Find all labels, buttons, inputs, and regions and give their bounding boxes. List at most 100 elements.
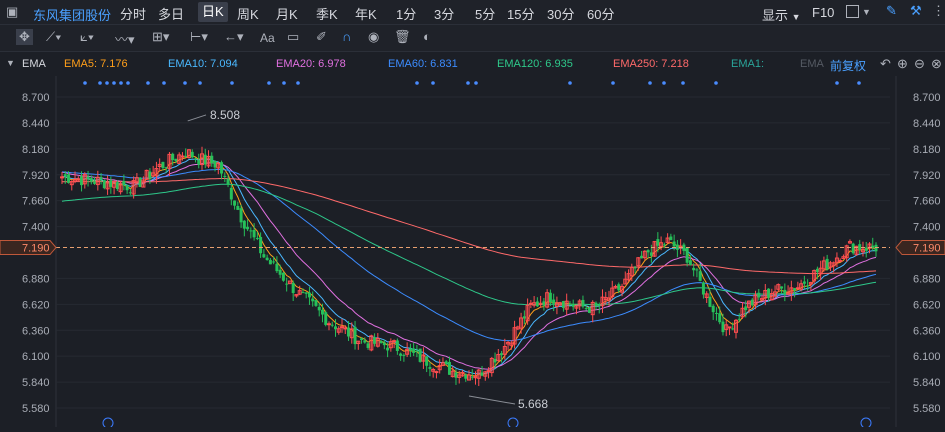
kline-svg[interactable]: 8.700 8.700 8.440 8.440 8.180 8.180 7.920 7.920… [0, 76, 945, 429]
candle-body [105, 182, 110, 190]
wrench-icon[interactable]: ⚒ [910, 3, 922, 18]
candle-body [69, 181, 74, 186]
candle-body [675, 244, 679, 250]
checkbox-icon[interactable] [846, 5, 859, 18]
close-icon[interactable]: ⊗ [931, 56, 942, 71]
pen-icon[interactable]: ✎ [886, 3, 897, 18]
eraser-icon[interactable]: ✐ [316, 29, 327, 44]
period-tab[interactable]: 年K [355, 7, 377, 22]
period-tab[interactable]: 分时 [120, 7, 147, 22]
event-marker [568, 81, 572, 85]
period-tab[interactable]: 季K [316, 7, 338, 22]
candle-body [665, 237, 670, 243]
candle-body [180, 155, 185, 158]
candle-body [489, 357, 494, 374]
text-tool-button[interactable]: Aa [260, 31, 275, 45]
candle-body [587, 307, 591, 313]
candle-body [112, 180, 117, 188]
candle-body [297, 290, 302, 295]
period-tab[interactable]: 周K [237, 7, 259, 22]
channel-tool-icon[interactable]: ⟀▾ [80, 29, 95, 44]
comment-icon[interactable]: ▭ [287, 29, 300, 44]
candle-body [382, 342, 386, 346]
more-icon[interactable]: ⋮ [932, 3, 945, 18]
event-marker [415, 81, 419, 85]
kline-chart[interactable]: 8.700 8.700 8.440 8.440 8.180 8.180 7.920 7.920… [0, 76, 945, 429]
trash-icon[interactable]: 🗑 [394, 29, 411, 44]
crosshair-icon[interactable]: ✥ [16, 29, 33, 45]
y-tick-label-left: 8.700 [22, 92, 50, 104]
adjust-button[interactable]: 前复权 [830, 59, 867, 73]
display-menu[interactable]: 显示 ▼ [762, 5, 801, 24]
ema-legend-item[interactable]: EMA10: 7.094 [168, 58, 238, 70]
candle-body [252, 230, 256, 238]
ema-legend-item[interactable]: EMA60: 6.831 [388, 58, 458, 70]
period-tab[interactable]: 日K [198, 2, 228, 22]
candle-body [825, 258, 829, 270]
candle-body [864, 247, 868, 251]
price-tag-right-label: 7.190 [913, 243, 941, 255]
remove-icon[interactable]: ⊖ [914, 56, 925, 71]
candle-body [522, 316, 526, 319]
candle-body [356, 340, 361, 345]
ema-legend: ▼ EMA EMA5: 7.176 EMA10: 7.094 EMA20: 6.97… [0, 52, 945, 76]
chevron-down-icon[interactable]: ▼ [862, 7, 871, 17]
candle-body [412, 348, 416, 353]
ema-legend-item[interactable]: EMA20: 6.978 [276, 58, 346, 70]
candle-body [161, 161, 165, 168]
collapse-icon[interactable]: ▼ [6, 58, 15, 68]
stock-name[interactable]: 东风集团股份 [33, 8, 112, 23]
candle-body [454, 372, 458, 378]
ema-legend-item[interactable]: EMA250: 7.218 [613, 58, 689, 70]
line-tool-icon[interactable]: ⟋▾ [46, 29, 62, 44]
candle-body [808, 282, 813, 285]
f10-button[interactable]: F10 [812, 5, 835, 20]
ema-line [61, 183, 877, 306]
add-icon[interactable]: ⊕ [897, 56, 908, 71]
period-tab[interactable]: 多日 [158, 7, 185, 22]
period-tab[interactable]: 3分 [434, 7, 455, 22]
candle-body [239, 208, 243, 223]
candle-body [669, 236, 673, 241]
event-marker [198, 81, 202, 85]
wave-tool-icon[interactable]: 〰▾ [115, 32, 135, 47]
undo-icon[interactable]: ↶ [880, 56, 891, 71]
y-tick-label-right: 8.440 [913, 118, 941, 130]
period-tab[interactable]: 1分 [396, 7, 417, 22]
ema-legend-item[interactable]: EMA5: 7.176 [64, 58, 128, 70]
candle-body [395, 340, 399, 351]
ema-legend-item[interactable]: EMA1: [731, 58, 765, 70]
ema-legend-item[interactable]: EMA [800, 58, 824, 70]
candle-body [721, 321, 725, 333]
candle-body [467, 374, 471, 381]
candle-body [60, 176, 64, 179]
eye-icon[interactable]: ◉ [368, 29, 380, 44]
ema-legend-item[interactable]: EMA120: 6.935 [497, 58, 573, 70]
candle-body [249, 230, 253, 232]
app-menu-icon[interactable]: ▣ [6, 4, 19, 19]
candle-body [399, 353, 403, 356]
ruler-tool-icon[interactable]: ⊞▾ [152, 29, 170, 44]
candle-body [386, 347, 390, 351]
period-tab[interactable]: 月K [276, 7, 298, 22]
y-tick-label-left: 8.440 [22, 118, 50, 130]
arrow-tool-icon[interactable]: ←▾ [224, 29, 244, 44]
period-tab[interactable]: 60分 [587, 7, 615, 22]
candle-body [213, 161, 217, 168]
period-tab[interactable]: 15分 [507, 7, 535, 22]
candle-body [392, 340, 397, 343]
candle-body [620, 285, 625, 293]
candle-body [167, 153, 172, 169]
magnet-icon[interactable]: ∩ [342, 29, 352, 44]
ema-label[interactable]: EMA [22, 58, 46, 70]
ema-line [61, 178, 877, 275]
period-tab[interactable]: 30分 [547, 7, 575, 22]
candle-body [86, 176, 90, 179]
candle-body [815, 268, 819, 273]
measure-tool-icon[interactable]: ⊢▾ [190, 29, 208, 44]
toggle-icon[interactable]: ◐ [423, 29, 431, 44]
period-tab[interactable]: 5分 [475, 7, 496, 22]
candle-body [268, 259, 272, 265]
candle-body [483, 371, 488, 377]
candle-body [89, 178, 93, 182]
